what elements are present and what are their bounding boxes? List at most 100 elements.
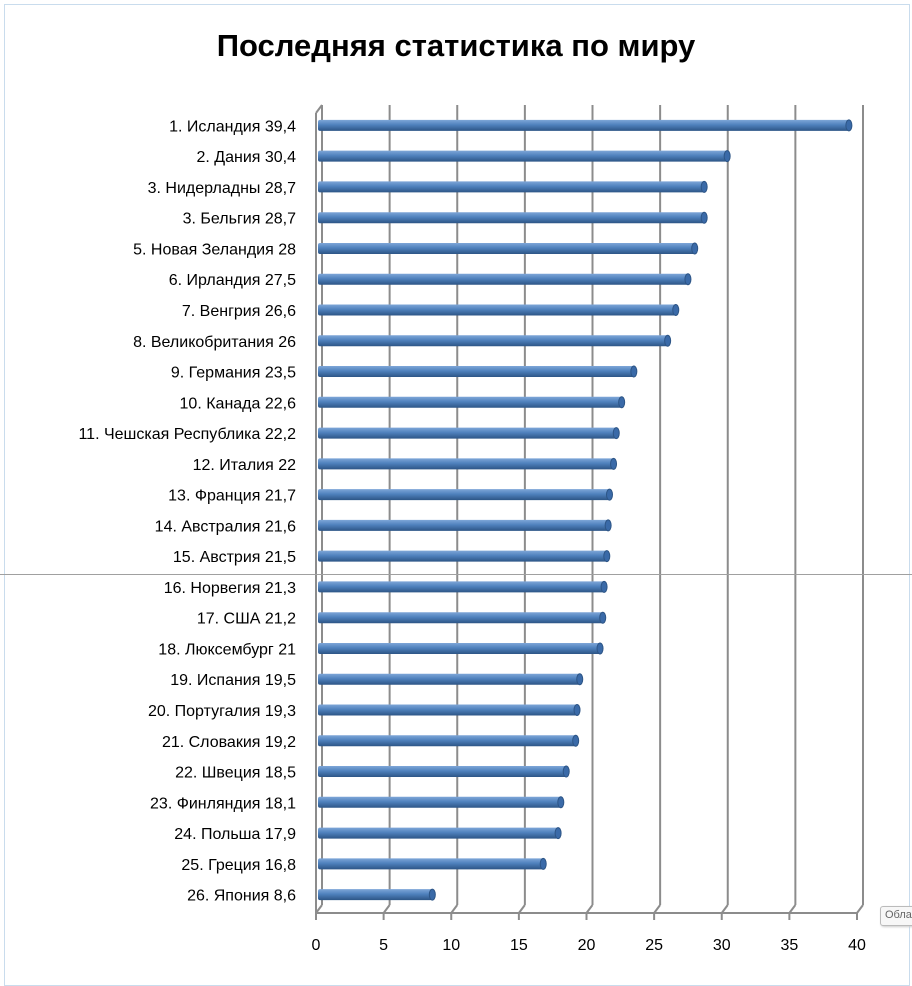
category-label: 6. Ирландия 27,5 bbox=[169, 272, 296, 289]
bar-cap bbox=[691, 242, 699, 255]
category-label: 23. Финляндия 18,1 bbox=[150, 795, 296, 812]
bar-cap bbox=[684, 273, 692, 286]
gridline-depth bbox=[450, 904, 459, 914]
bar bbox=[318, 735, 576, 747]
category-label: 16. Норвегия 21,3 bbox=[164, 580, 296, 597]
x-tick-label: 5 bbox=[379, 937, 388, 954]
category-label: 7. Венгрия 26,6 bbox=[182, 303, 296, 320]
bar bbox=[318, 150, 728, 162]
x-tick-label: 15 bbox=[510, 937, 528, 954]
bar bbox=[318, 396, 622, 408]
x-tick-label: 20 bbox=[578, 937, 596, 954]
x-tick-label: 25 bbox=[645, 937, 663, 954]
category-label: 14. Австралия 21,6 bbox=[155, 518, 296, 535]
tooltip: Обла bbox=[880, 906, 912, 926]
bar-cap bbox=[672, 304, 680, 316]
bar bbox=[318, 304, 676, 316]
gridline-depth bbox=[518, 904, 526, 914]
category-label: 20. Португалия 19,3 bbox=[148, 703, 296, 720]
category-label: 1. Исландия 39,4 bbox=[169, 118, 296, 135]
bar-cap bbox=[572, 734, 580, 747]
bar bbox=[318, 642, 601, 654]
selection-guide-line bbox=[0, 574, 912, 575]
category-label: 26. Япония 8,6 bbox=[187, 888, 296, 905]
bar-cap bbox=[604, 519, 612, 532]
bar-cap bbox=[630, 365, 638, 378]
bar bbox=[318, 827, 559, 839]
x-tick-label: 30 bbox=[713, 937, 731, 954]
x-tick-label: 10 bbox=[442, 937, 460, 954]
bar-cap bbox=[845, 119, 853, 132]
bar bbox=[318, 427, 617, 439]
category-label: 22. Швеция 18,5 bbox=[175, 765, 296, 782]
bar bbox=[318, 212, 705, 224]
gridline-depth bbox=[720, 904, 729, 914]
category-label: 15. Австрия 21,5 bbox=[173, 549, 296, 566]
category-label: 19. Испания 19,5 bbox=[170, 672, 296, 689]
category-label: 5. Новая Зеландия 28 bbox=[133, 241, 296, 258]
bar-cap bbox=[700, 180, 708, 193]
bar-cap bbox=[610, 457, 618, 470]
category-label: 3. Нидерладны 28,7 bbox=[148, 180, 296, 197]
bar bbox=[318, 889, 433, 901]
category-label: 2. Дания 30,4 bbox=[196, 149, 296, 166]
bar bbox=[318, 519, 609, 531]
bar-cap bbox=[576, 673, 584, 686]
y-axis-depth bbox=[315, 104, 323, 114]
gridline-depth bbox=[585, 904, 594, 914]
category-label: 25. Греция 16,8 bbox=[181, 857, 296, 874]
bar bbox=[318, 458, 614, 470]
bar-cap bbox=[539, 857, 547, 870]
bar-cap bbox=[605, 488, 613, 501]
category-label: 10. Канада 22,6 bbox=[180, 395, 297, 412]
x-tick-label: 40 bbox=[848, 937, 866, 954]
bar bbox=[318, 335, 668, 347]
bar bbox=[318, 704, 578, 716]
gridline-depth bbox=[315, 904, 323, 914]
category-label: 9. Германия 23,5 bbox=[171, 365, 296, 382]
category-label: 18. Люксембург 21 bbox=[158, 641, 296, 658]
x-tick-label: 35 bbox=[780, 937, 798, 954]
bar-cap bbox=[596, 642, 604, 655]
bar bbox=[318, 242, 695, 254]
category-label: 3. Бельгия 28,7 bbox=[183, 211, 296, 228]
chart-title: Последняя статистика по миру bbox=[216, 28, 696, 63]
gridline-depth bbox=[856, 904, 864, 914]
bar-cap bbox=[700, 211, 708, 224]
bar bbox=[318, 119, 849, 131]
category-label: 8. Великобритания 26 bbox=[133, 334, 296, 351]
bar-cap bbox=[618, 396, 626, 409]
bar-cap bbox=[664, 334, 672, 347]
x-tick-label: 0 bbox=[312, 937, 321, 954]
bar-cap bbox=[562, 765, 570, 778]
bar-cap bbox=[723, 150, 731, 163]
category-label: 13. Франция 21,7 bbox=[168, 488, 296, 505]
bar-cap bbox=[557, 796, 565, 809]
bar-cap bbox=[428, 888, 436, 901]
bar-cap bbox=[600, 580, 608, 593]
category-label: 24. Польша 17,9 bbox=[174, 826, 296, 843]
bar-cap bbox=[599, 611, 607, 624]
category-label: 17. США 21,2 bbox=[197, 611, 296, 628]
bar bbox=[318, 612, 603, 624]
bar bbox=[318, 673, 580, 685]
category-label: 12. Италия 22 bbox=[193, 457, 297, 474]
bar bbox=[318, 766, 567, 778]
bar bbox=[318, 550, 607, 562]
bar bbox=[318, 181, 705, 193]
gridline-depth bbox=[382, 904, 391, 914]
bar bbox=[318, 366, 634, 378]
bar-cap bbox=[573, 704, 581, 716]
bar bbox=[318, 796, 561, 808]
bar-cap bbox=[554, 827, 562, 840]
bar-cap bbox=[612, 427, 620, 440]
bar bbox=[318, 273, 688, 285]
gridline-depth bbox=[653, 904, 661, 914]
gridline-depth bbox=[788, 904, 797, 914]
category-label: 21. Словакия 19,2 bbox=[162, 734, 296, 751]
bar bbox=[318, 581, 605, 593]
bar bbox=[318, 489, 610, 501]
bar bbox=[318, 858, 544, 870]
bar-cap bbox=[603, 550, 611, 563]
